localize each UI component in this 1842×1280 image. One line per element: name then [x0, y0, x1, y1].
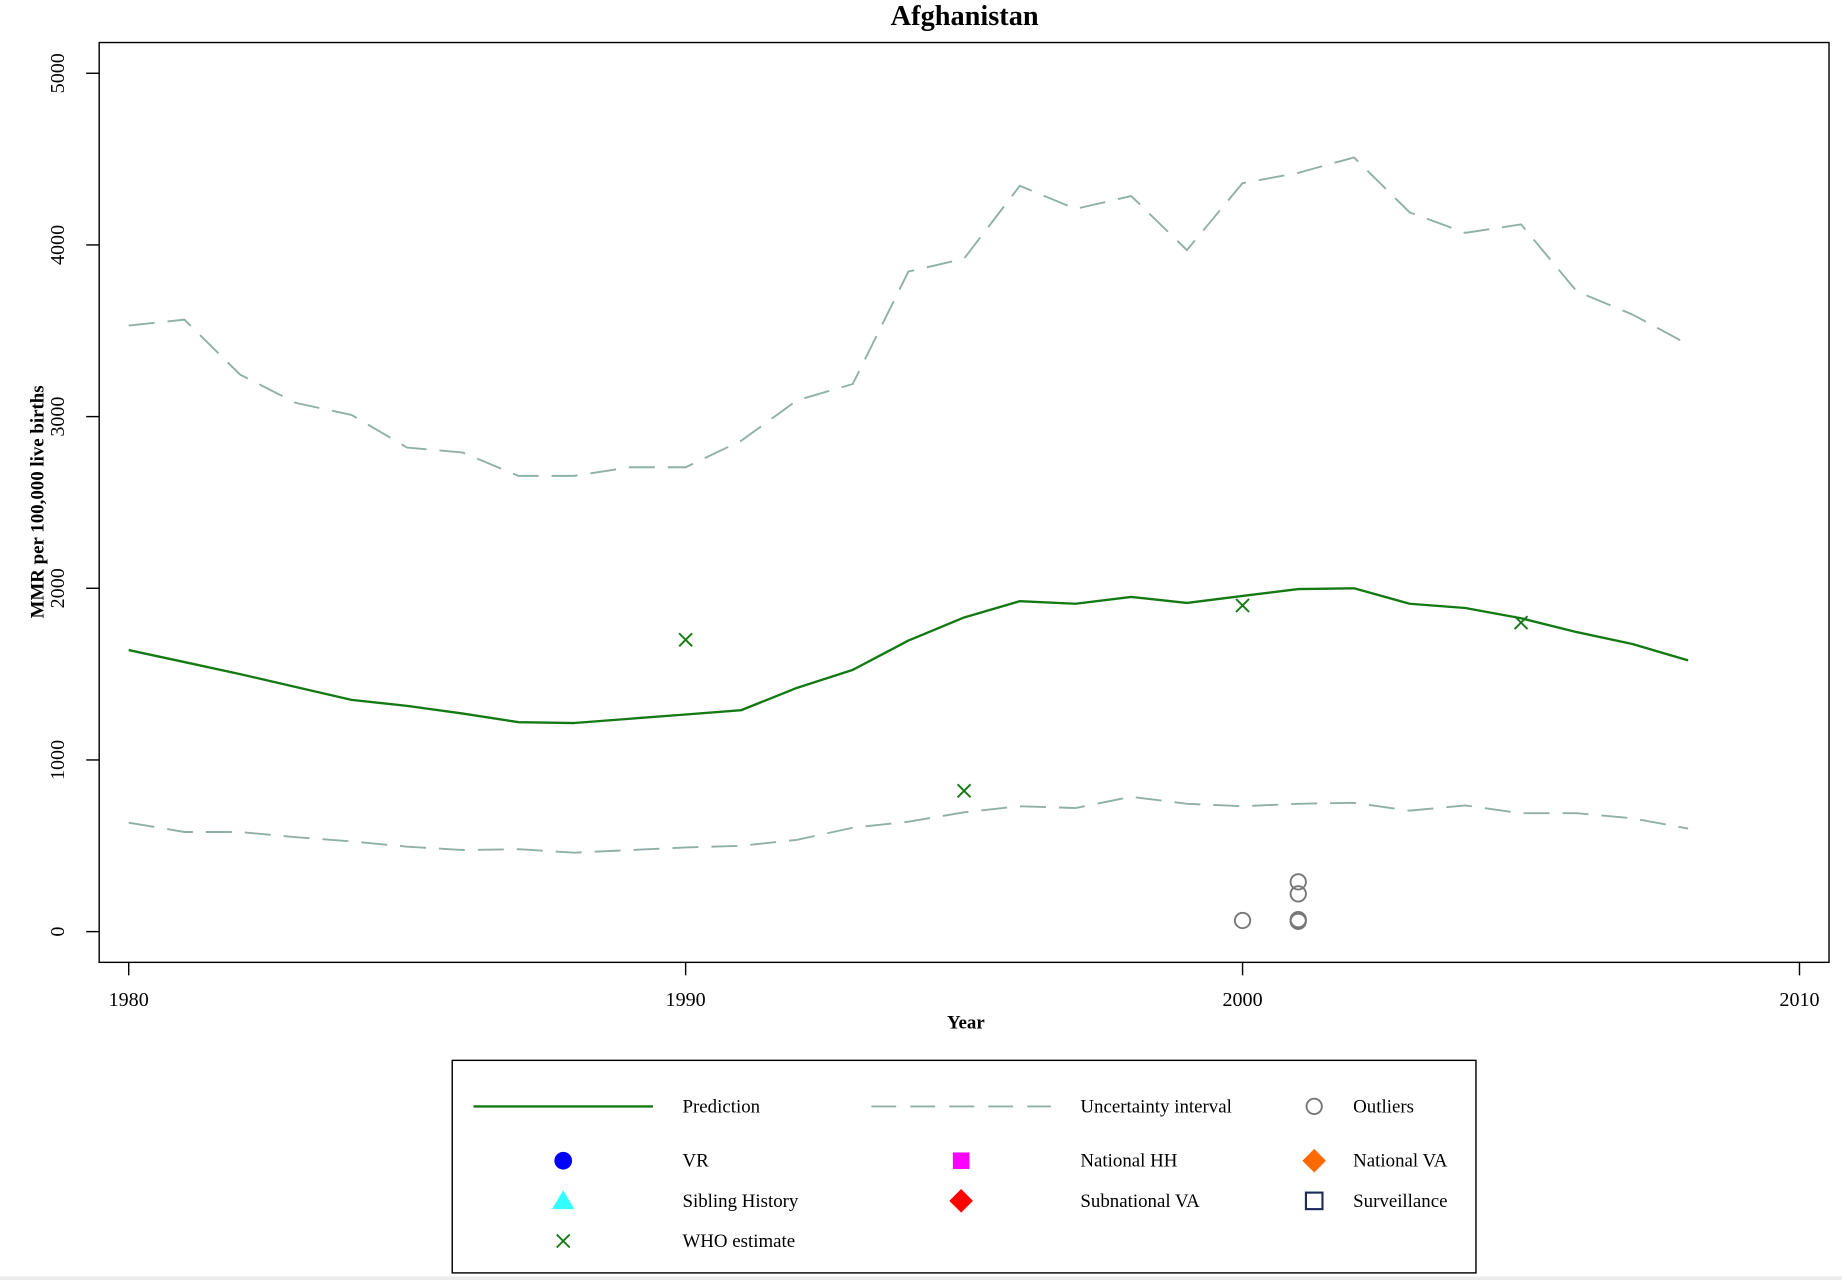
legend-item-sibling-history: Sibling History — [552, 1190, 799, 1212]
legend-item-vr: VR — [554, 1151, 709, 1172]
legend-item-who-estimate: WHO estimate — [556, 1231, 795, 1252]
y-tick-label: 1000 — [47, 740, 69, 780]
y-tick-label: 4000 — [47, 225, 69, 265]
legend-label: Subnational VA — [1080, 1191, 1200, 1212]
x-axis-label: Year — [947, 1012, 985, 1033]
uncertainty-lower-line — [128, 795, 1689, 854]
chart-title: Afghanistan — [891, 1, 1039, 32]
who-estimate-point — [956, 783, 972, 799]
legend-outlier-swatch — [1305, 1097, 1323, 1116]
who-estimate-point — [1513, 615, 1529, 630]
x-tick-label: 2010 — [1779, 989, 1819, 1011]
legend-label: Outliers — [1353, 1096, 1414, 1117]
x-tick-label: 1990 — [666, 989, 706, 1011]
legend-item-uncertainty-interval: Uncertainty interval — [871, 1096, 1232, 1117]
legend-label: Uncertainty interval — [1080, 1096, 1231, 1117]
outlier-point — [1289, 885, 1307, 903]
x-tick-label: 1980 — [109, 989, 149, 1011]
who-estimate-point — [678, 632, 693, 647]
y-tick-label: 2000 — [47, 568, 69, 608]
legend-label: WHO estimate — [682, 1231, 795, 1252]
legend-item-surveillance: Surveillance — [1304, 1191, 1448, 1212]
outlier-point — [1289, 873, 1307, 891]
y-tick-label: 5000 — [47, 53, 69, 93]
y-axis-label: MMR per 100,000 live births — [28, 385, 49, 618]
legend-national-hh-swatch — [952, 1152, 970, 1169]
legend-label: Sibling History — [682, 1191, 798, 1212]
x-tick-label: 2000 — [1223, 989, 1263, 1011]
outlier-point — [1289, 912, 1307, 930]
legend-who-estimate-swatch — [556, 1233, 571, 1249]
outlier-point — [1233, 911, 1252, 930]
plot-data — [128, 156, 1689, 930]
legend-item-national-hh: National HH — [952, 1151, 1178, 1172]
prediction-line — [128, 587, 1689, 725]
y-tick-label: 0 — [47, 927, 69, 937]
legend-sibling-history-swatch — [552, 1190, 575, 1210]
legend-item-prediction: Prediction — [473, 1096, 761, 1117]
y-tick-label: 3000 — [47, 397, 69, 437]
who-estimate-point — [1235, 598, 1250, 613]
legend-vr-swatch — [554, 1151, 573, 1170]
legend-label: National HH — [1080, 1151, 1177, 1172]
legend-surveillance-swatch — [1304, 1191, 1324, 1211]
legend-label: VR — [682, 1151, 709, 1172]
legend-label: National VA — [1353, 1151, 1448, 1172]
uncertainty-upper-line — [128, 156, 1689, 477]
axes: 1980 1990 2000 2010 0 1000 2000 3000 4000 5000 — [47, 53, 1820, 1011]
legend-item-outliers: Outliers — [1305, 1096, 1414, 1117]
plot-frame — [98, 41, 1830, 964]
bottom-edge-strip — [0, 1276, 1842, 1280]
legend: Prediction Uncertainty interval Outliers… — [451, 1059, 1477, 1274]
legend-label: Surveillance — [1353, 1191, 1447, 1212]
legend-label: Prediction — [682, 1096, 760, 1117]
